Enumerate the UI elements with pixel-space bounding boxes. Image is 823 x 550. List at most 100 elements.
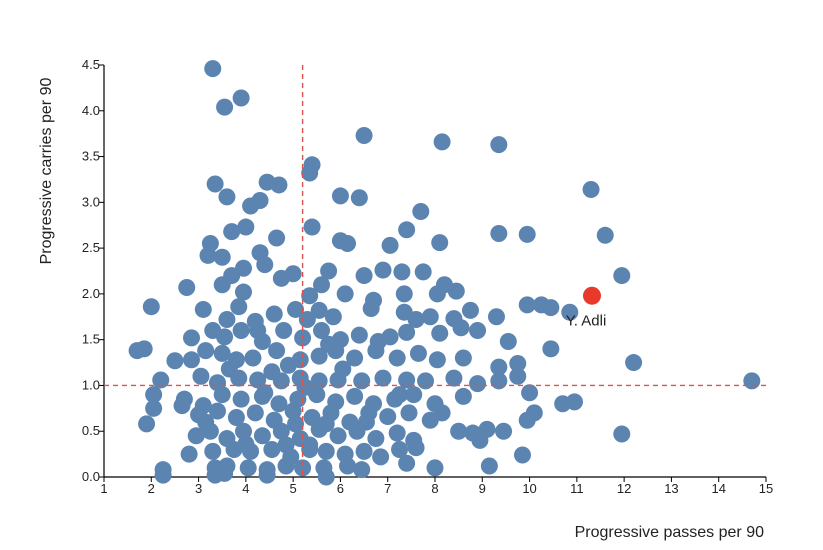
x-tick-label-8: 9 (479, 481, 486, 496)
data-point-25 (339, 235, 357, 253)
data-point-22 (268, 229, 286, 247)
data-point-123 (353, 372, 371, 390)
data-point-173 (234, 422, 252, 440)
data-point-49 (234, 283, 252, 301)
data-point-129 (490, 372, 508, 390)
y-tick-label-6: 3.0 (82, 194, 100, 209)
data-point-215 (480, 457, 498, 475)
data-point-126 (417, 372, 435, 390)
data-point-151 (145, 399, 163, 417)
data-point-30 (431, 234, 449, 252)
data-point-197 (355, 442, 373, 460)
data-point-209 (294, 459, 312, 477)
data-point-56 (142, 298, 160, 316)
data-point-7 (301, 164, 319, 182)
y-tick-label-3: 1.5 (82, 332, 100, 347)
data-point-112 (542, 340, 560, 358)
data-point-232 (249, 322, 267, 340)
data-point-33 (213, 248, 231, 266)
data-point-236 (391, 386, 409, 404)
data-point-178 (329, 427, 347, 445)
data-point-57 (194, 300, 212, 318)
data-point-200 (407, 439, 425, 457)
data-point-237 (237, 435, 255, 453)
data-point-67 (421, 308, 439, 326)
data-point-62 (310, 301, 328, 319)
data-point-43 (393, 263, 411, 281)
x-tick-label-4: 5 (290, 481, 297, 496)
data-point-53 (395, 285, 413, 303)
data-point-107 (409, 344, 427, 362)
plot-area: 1 2 3 4 5 6 7 8 9 10 11 12 13 14 15 0.00.51.01.52.02.5… (82, 57, 773, 496)
data-point-201 (471, 431, 489, 449)
reference-lines (104, 65, 766, 477)
data-point-81 (313, 322, 331, 340)
data-point-229 (317, 415, 335, 433)
y-tick-label-5: 2.5 (82, 240, 100, 255)
data-point-227 (220, 360, 238, 378)
data-point-156 (246, 404, 264, 422)
data-point-208 (277, 457, 295, 475)
data-point-130 (509, 367, 527, 385)
data-point-109 (454, 349, 472, 367)
data-point-71 (518, 296, 536, 314)
y-tick-label-2: 1.0 (82, 377, 100, 392)
data-point-224 (263, 363, 281, 381)
y-tick-label-1: 0.5 (82, 423, 100, 438)
data-point-147 (454, 387, 472, 405)
data-point-154 (208, 402, 226, 420)
data-point-164 (400, 404, 418, 422)
data-point-89 (469, 322, 487, 340)
data-point-155 (227, 408, 245, 426)
data-point-3 (355, 126, 373, 144)
data-point-238 (197, 413, 215, 431)
data-point-79 (275, 322, 293, 340)
data-point-40 (320, 262, 338, 280)
data-point-55 (447, 282, 465, 300)
data-point-228 (334, 360, 352, 378)
data-point-128 (469, 375, 487, 393)
data-point-118 (249, 371, 267, 389)
data-point-152 (173, 397, 191, 415)
data-point-188 (180, 445, 198, 463)
x-tick-label-5: 6 (337, 481, 344, 496)
data-point-175 (272, 422, 290, 440)
data-point-168 (518, 411, 536, 429)
data-point-94 (166, 352, 184, 370)
y-axis-title: Progressive carries per 90 (38, 78, 55, 265)
data-point-73 (542, 299, 560, 317)
data-point-108 (428, 351, 446, 369)
data-point-239 (301, 436, 319, 454)
data-point-86 (398, 323, 416, 341)
data-point-50 (301, 287, 319, 305)
data-point-202 (513, 446, 531, 464)
data-point-28 (490, 224, 508, 242)
data-point-174 (253, 427, 271, 445)
data-point-51 (336, 285, 354, 303)
data-point-170 (187, 427, 205, 445)
data-point-169 (138, 415, 156, 433)
data-point-18 (412, 202, 430, 220)
x-tick-label-1: 2 (148, 481, 155, 496)
data-point-100 (268, 342, 286, 360)
data-point-42 (374, 261, 392, 279)
x-tick-label-3: 4 (242, 481, 249, 496)
data-point-8 (206, 175, 224, 193)
data-point-132 (145, 386, 163, 404)
data-point-91 (182, 329, 200, 347)
data-point-131 (743, 372, 761, 390)
data-point-187 (613, 425, 631, 443)
data-point-35 (234, 259, 252, 277)
data-point-104 (346, 349, 364, 367)
data-point-180 (367, 430, 385, 448)
data-point-0 (204, 60, 222, 78)
data-point-199 (391, 441, 409, 459)
data-point-181 (388, 424, 406, 442)
x-tick-label-0: 1 (100, 481, 107, 496)
data-point-17 (303, 218, 321, 236)
data-point-83 (350, 326, 368, 344)
data-point-15 (242, 197, 260, 215)
data-point-77 (232, 322, 250, 340)
data-point-54 (428, 285, 446, 303)
